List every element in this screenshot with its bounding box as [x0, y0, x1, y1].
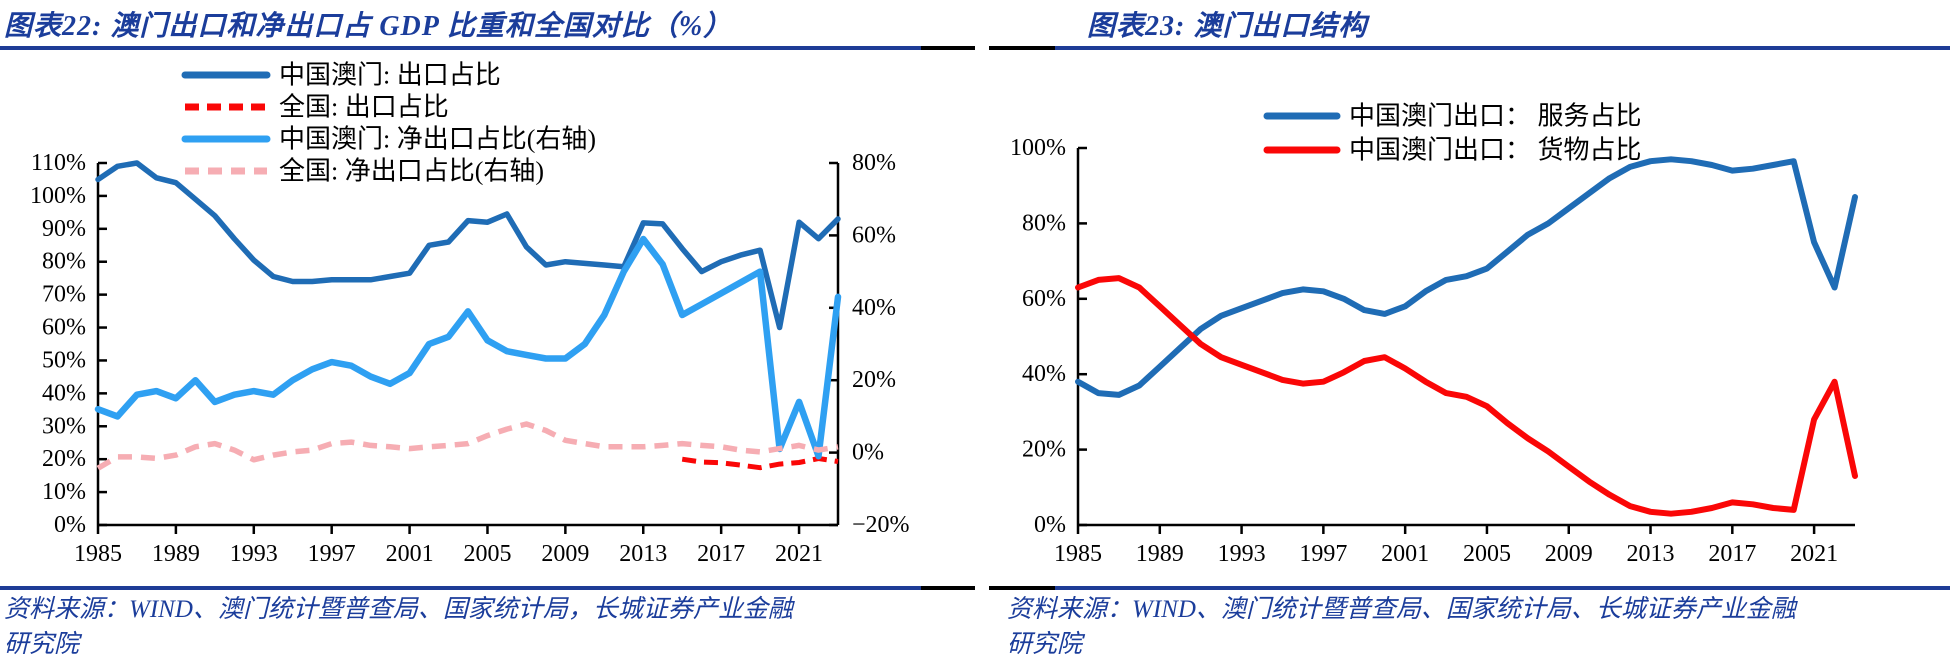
- y-axis-left-tick-label: 110%: [31, 150, 86, 176]
- legend-label-2: 中国澳门: 净出口占比(右轴): [279, 125, 596, 154]
- figure-23-chart: 0% 20% 40% 60% 80% 100% 1985 1989 1993 1997 2001 20…: [1010, 102, 1858, 567]
- x-axis-tick-label: 2005: [463, 541, 511, 567]
- figure-23-panel: 图表23: 澳门出口结构 0% 20% 40% 60% 80% 100% 1985 1989 1…: [975, 0, 1950, 666]
- series-line-0: [95, 160, 841, 331]
- series-line-0: [1075, 156, 1858, 398]
- legend-label-0: 中国澳门出口： 服务占比: [1349, 102, 1642, 131]
- figure-23-source: 资料来源：WIND、澳门统计暨普查局、国家统计局、长城证券产业金融 研究院: [1007, 592, 1940, 662]
- x-axis-tick-label: 2017: [1708, 541, 1756, 567]
- x-axis-tick-label: 2021: [1790, 541, 1838, 567]
- x-axis-tick-label: 1985: [1054, 541, 1102, 567]
- series-line-1: [1075, 275, 1858, 517]
- figure-22-chart: 0% 10% 20% 30% 40% 50% 60% 70% 80% 90% 100% 110% −20…: [30, 61, 910, 568]
- y-axis-left-tick-label: 0%: [1034, 512, 1066, 538]
- y-axis-left-tick-label: 10%: [42, 479, 86, 505]
- y-axis-right-tick-label: −20%: [852, 512, 910, 538]
- y-axis-left-tick-label: 80%: [42, 249, 86, 275]
- legend-item-0: 中国澳门出口： 服务占比: [1263, 102, 1642, 131]
- x-axis-tick-label: 2001: [1381, 541, 1429, 567]
- legend-label-0: 中国澳门: 出口占比: [279, 61, 501, 90]
- axis-labels: 0% 20% 40% 60% 80% 100% 1985 1989 1993 1997 2001 20…: [1010, 135, 1838, 567]
- figure-23-title-rule: [989, 46, 1950, 50]
- x-axis-tick-label: 2005: [1463, 541, 1511, 567]
- axes: [96, 161, 840, 534]
- y-axis-right-tick-label: 60%: [852, 222, 896, 248]
- x-axis-tick-label: 2017: [697, 541, 745, 567]
- x-axis-tick-label: 1997: [1299, 541, 1347, 567]
- axes: [1076, 146, 1855, 534]
- x-axis-tick-label: 2001: [386, 541, 434, 567]
- figure-22-title: 图表22: 澳门出口和净出口占 GDP 比重和全国对比（%）: [4, 11, 733, 42]
- y-axis-left-tick-label: 70%: [42, 282, 86, 308]
- series-line-1: [681, 456, 839, 471]
- legend-item-0: 中国澳门: 出口占比: [181, 61, 501, 90]
- figure-23-title: 图表23: 澳门出口结构: [1087, 11, 1368, 42]
- x-axis-tick-label: 1993: [1218, 541, 1266, 567]
- legend-label-1: 全国: 出口占比: [279, 93, 449, 122]
- figure-23-source-line-2: 研究院: [1007, 631, 1083, 658]
- x-axis-tick-label: 1989: [152, 541, 200, 567]
- x-axis-tick-label: 2013: [619, 541, 667, 567]
- x-axis-tick-label: 1997: [308, 541, 356, 567]
- y-axis-left-tick-label: 30%: [42, 413, 86, 439]
- figure-22-panel: 图表22: 澳门出口和净出口占 GDP 比重和全国对比（%） 0% 10% 20% 3…: [0, 11, 975, 662]
- figure-23-source-rule: [989, 586, 1950, 590]
- figure-22-source: 资料来源：WIND、澳门统计暨普查局、国家统计局，长城证券产业金融 研究院: [4, 592, 965, 662]
- x-axis-tick-label: 2021: [775, 541, 823, 567]
- y-axis-right-tick-label: 0%: [852, 440, 884, 466]
- y-axis-left-tick-label: 20%: [1022, 437, 1066, 463]
- y-axis-left-tick-label: 0%: [54, 512, 86, 538]
- legend-label-3: 全国: 净出口占比(右轴): [279, 157, 544, 186]
- x-axis-tick-label: 1989: [1136, 541, 1184, 567]
- y-axis-left-tick-label: 60%: [1022, 286, 1066, 312]
- legend-item-1: 全国: 出口占比: [185, 93, 449, 122]
- y-axis-left-tick-label: 20%: [42, 446, 86, 472]
- legend-item-1: 中国澳门出口： 货物占比: [1263, 136, 1642, 165]
- y-axis-right-tick-label: 20%: [852, 367, 896, 393]
- x-axis-tick-label: 2013: [1627, 541, 1675, 567]
- y-axis-left-tick-label: 60%: [42, 315, 86, 341]
- y-axis-left-tick-label: 90%: [42, 216, 86, 242]
- y-axis-left-tick-label: 50%: [42, 347, 86, 373]
- y-axis-right-tick-label: 40%: [852, 295, 896, 321]
- figure-22-source-rule: [0, 586, 975, 590]
- legend-label-1: 中国澳门出口： 货物占比: [1349, 136, 1642, 165]
- axis-labels: 0% 10% 20% 30% 40% 50% 60% 70% 80% 90% 100% 110% −20…: [30, 150, 910, 567]
- figure-22-title-rule: [0, 46, 975, 50]
- series-line-2: [94, 235, 842, 460]
- y-axis-left-tick-label: 40%: [42, 380, 86, 406]
- y-axis-left-tick-label: 100%: [30, 183, 86, 209]
- figure-22-source-line-1: 资料来源：WIND、澳门统计暨普查局、国家统计局，长城证券产业金融: [4, 596, 793, 623]
- figure-23-source-line-1: 资料来源：WIND、澳门统计暨普查局、国家统计局、长城证券产业金融: [1007, 596, 1796, 623]
- x-axis-tick-label: 1993: [230, 541, 278, 567]
- x-axis-tick-label: 2009: [1545, 541, 1593, 567]
- y-axis-left-tick-label: 40%: [1022, 361, 1066, 387]
- y-axis-left-tick-label: 100%: [1010, 135, 1066, 161]
- legend-item-3: 全国: 净出口占比(右轴): [185, 157, 544, 186]
- legend-item-2: 中国澳门: 净出口占比(右轴): [181, 125, 596, 154]
- x-axis-tick-label: 1985: [74, 541, 122, 567]
- y-axis-left-tick-label: 80%: [1022, 210, 1066, 236]
- series-line-3: [96, 421, 839, 471]
- x-axis-tick-label: 2009: [541, 541, 589, 567]
- y-axis-right-tick-label: 80%: [852, 150, 896, 176]
- figure-22-source-line-2: 研究院: [4, 631, 80, 658]
